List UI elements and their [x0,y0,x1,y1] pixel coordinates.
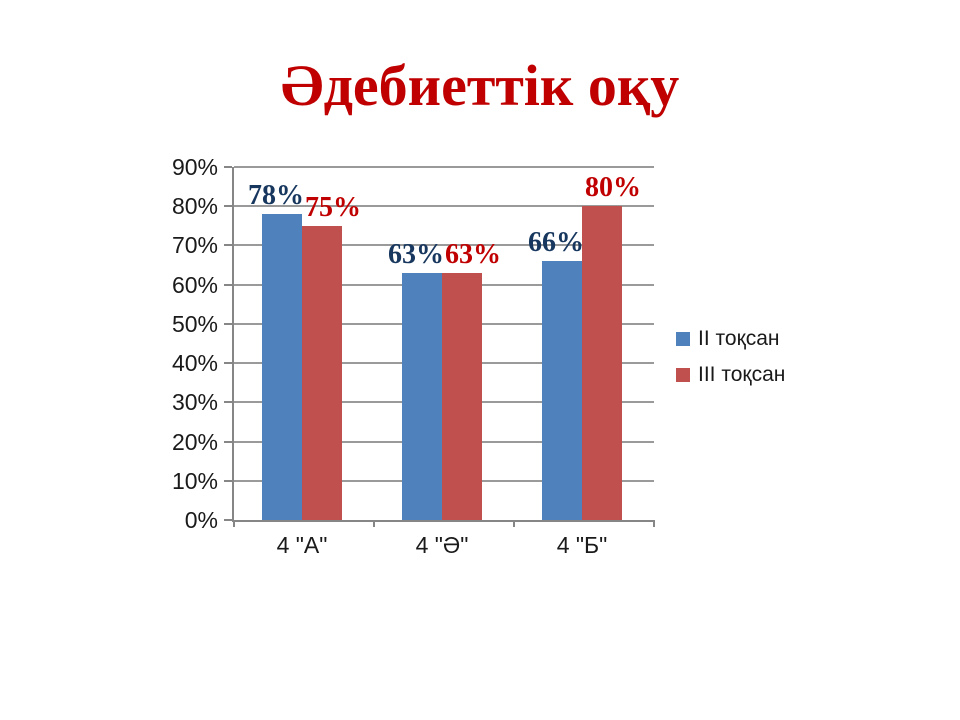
y-axis-tick [224,401,232,404]
y-axis-tick [224,519,232,521]
x-axis-tick [233,520,235,527]
bar [442,272,482,520]
bar [302,225,342,520]
x-axis-category-label: 4 "А" [276,532,328,558]
gridline [234,166,654,168]
y-axis-tick [224,440,232,443]
legend-series-label: ІІ тоқсан [698,327,780,350]
y-axis-tick-label: 90% [171,154,218,180]
legend-swatch [676,332,690,346]
legend-swatch [676,368,690,382]
bar [542,261,582,520]
y-axis-tick-label: 70% [171,232,218,259]
y-axis-tick [224,244,232,247]
y-axis-tick [224,362,232,365]
legend-item: ІІ тоқсан [676,327,785,351]
x-axis-tick [373,520,375,527]
y-axis-tick-label: 30% [171,389,218,416]
gridline [234,244,654,247]
bar [582,206,622,520]
x-axis-category-label: 4 "Ә" [415,532,469,558]
x-axis-tick [513,520,515,527]
bar-data-label: 63% [388,238,444,270]
chart-title: Әдебиеттік оқу [280,53,680,118]
bar-data-label: 78% [248,180,304,212]
bar [262,214,302,520]
y-axis-tick [224,166,232,168]
y-axis-tick [224,205,232,208]
plot-area [224,166,655,527]
y-axis-tick [224,322,232,325]
legend-item: ІІІ тоқсан [676,363,785,387]
y-axis-tick-label: 20% [171,428,218,455]
bar-data-label: 66% [528,227,584,259]
bar-data-label: 80% [585,172,641,204]
bar [402,272,442,520]
y-axis-tick-label: 10% [171,467,218,494]
gridline [234,205,654,208]
x-axis-category-label: 4 "Б" [556,532,608,558]
y-axis-tick-label: 80% [171,193,218,220]
y-axis-tick [224,479,232,482]
bar-data-label: 75% [305,191,361,223]
x-axis-tick [653,520,655,527]
y-axis-tick [224,283,232,286]
y-axis-tick-label: 0% [184,507,218,533]
y-axis-tick-label: 60% [171,271,218,298]
chart-legend: ІІ тоқсан ІІІ тоқсан [676,327,785,399]
y-axis-tick-label: 40% [171,350,218,377]
bar-data-label: 63% [445,238,501,270]
legend-series-label: ІІІ тоқсан [698,363,786,386]
y-axis-tick-label: 50% [171,310,218,337]
